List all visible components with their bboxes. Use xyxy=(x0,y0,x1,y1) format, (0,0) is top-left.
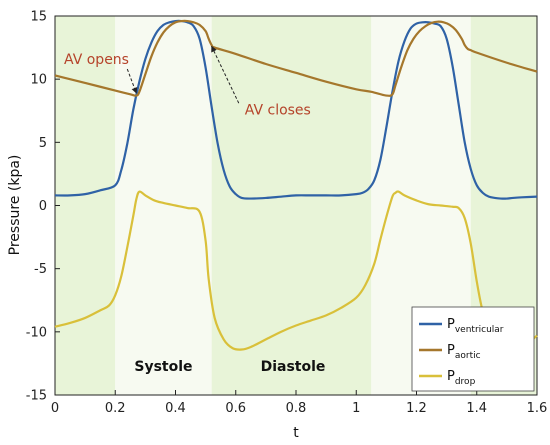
x-tick-label: 1.4 xyxy=(466,401,487,416)
y-tick-label: -10 xyxy=(26,325,47,340)
x-tick-label: 1.2 xyxy=(406,401,427,416)
legend-subscript: drop xyxy=(455,377,476,387)
phase-labels: Systole Diastole xyxy=(134,359,325,375)
x-axis-ticks: 0 0.2 0.4 0.6 0.8 1 1.2 1.4 1.6 xyxy=(51,390,547,416)
phase-label-0: Systole xyxy=(134,359,192,375)
phase-band-1 xyxy=(115,16,212,395)
annotation-arrow-0 xyxy=(126,68,138,94)
y-axis-ticks: 15 10 5 0 -5 -10 -15 xyxy=(26,10,60,404)
series-line-drop xyxy=(54,190,538,352)
phase-label-1: Diastole xyxy=(261,359,326,375)
y-tick-label: -15 xyxy=(26,389,47,404)
x-tick-label: 0.6 xyxy=(225,401,246,416)
x-tick-label: 0 xyxy=(51,401,59,416)
legend-subscript: ventricular xyxy=(455,325,504,335)
annotation-label-0: AV opens xyxy=(64,52,129,68)
y-tick-label: 0 xyxy=(39,199,47,214)
series-line-ventricular xyxy=(54,19,538,200)
legend-subscript: aortic xyxy=(455,351,481,361)
annotation-label-1: AV closes xyxy=(245,103,311,119)
phase-band-2 xyxy=(211,16,372,395)
y-tick-label: 15 xyxy=(30,10,47,25)
phase-band-0 xyxy=(55,16,116,395)
y-tick-label: 5 xyxy=(39,136,47,151)
x-tick-label: 1.6 xyxy=(527,401,548,416)
x-tick-label: 0.2 xyxy=(105,401,126,416)
y-tick-label: -5 xyxy=(34,262,47,277)
series-lines xyxy=(54,19,538,352)
series-line-aortic xyxy=(54,19,538,97)
y-tick-label: 10 xyxy=(30,73,47,88)
x-tick-label: 0.8 xyxy=(286,401,307,416)
x-axis-label: t xyxy=(293,425,299,441)
x-tick-label: 0.4 xyxy=(165,401,186,416)
y-axis-label: Pressure (kpa) xyxy=(7,155,23,256)
annotations: AV opens AV closes xyxy=(64,45,311,119)
annotation-arrow-1 xyxy=(211,45,240,104)
x-tick-label: 1 xyxy=(352,401,360,416)
